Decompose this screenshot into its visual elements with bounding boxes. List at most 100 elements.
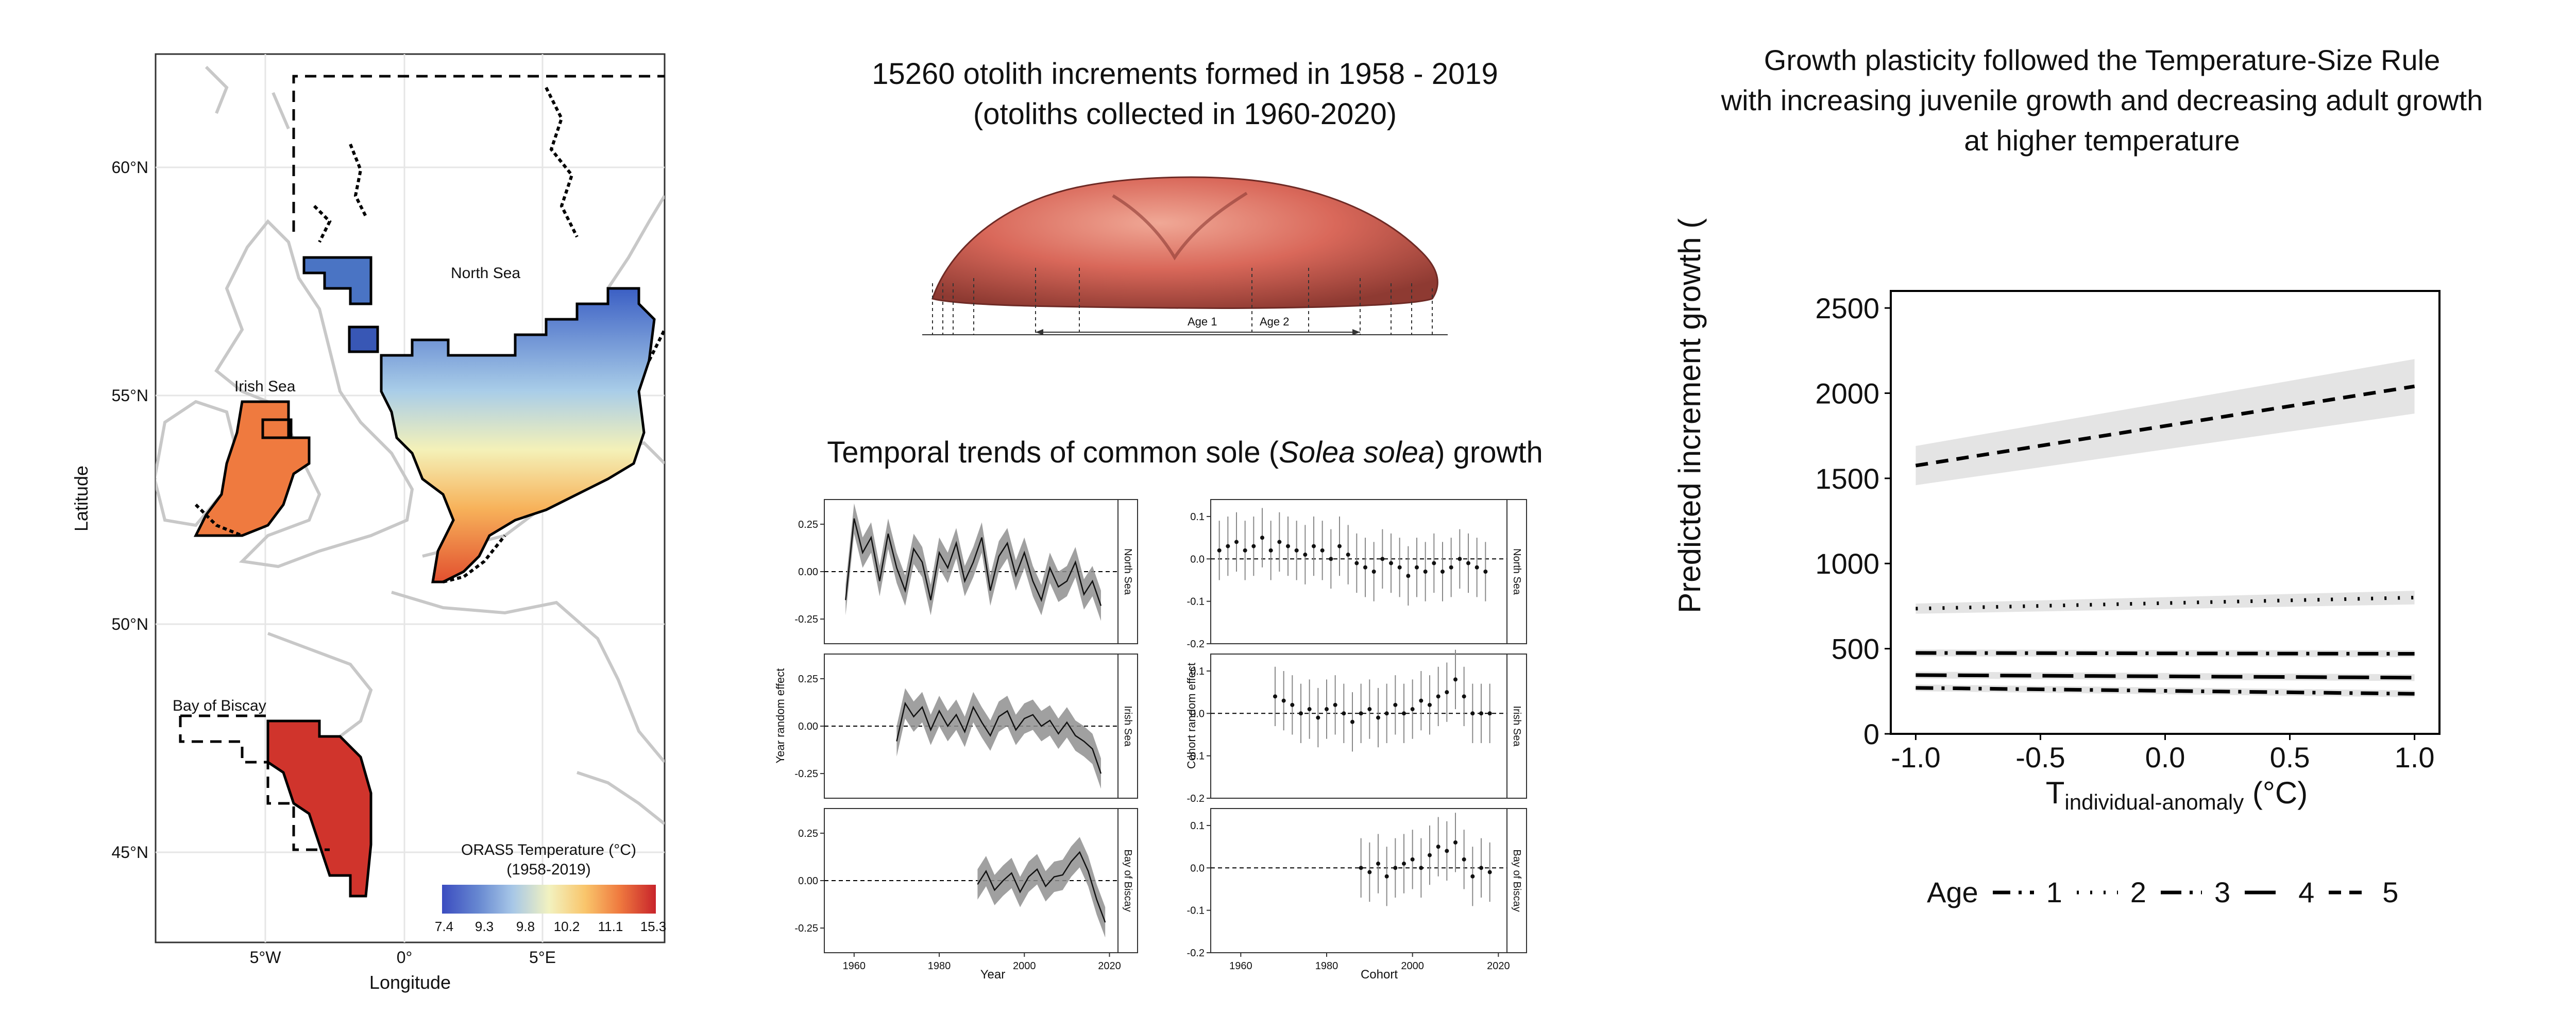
irish-sea-temperature xyxy=(193,400,311,537)
data-point xyxy=(1479,711,1483,716)
x-tick-label: 1960 xyxy=(1229,960,1252,972)
trends-title: Temporal trends of common sole (Solea so… xyxy=(747,433,1623,473)
data-point xyxy=(1367,870,1372,874)
y-tick-label: -0.1 xyxy=(1187,596,1205,608)
data-point xyxy=(1440,570,1445,574)
region-strip-label: North Sea xyxy=(1122,548,1133,595)
growth-title-line2: with increasing juvenile growth and decr… xyxy=(1721,84,2483,116)
trend-panel-frame xyxy=(1210,499,1507,644)
series-line xyxy=(896,701,1102,774)
data-point xyxy=(1337,544,1342,548)
biscay-label: Bay of Biscay xyxy=(173,697,266,714)
data-point xyxy=(1410,707,1415,712)
data-point xyxy=(1380,557,1385,561)
lon-tick: 0° xyxy=(397,948,413,967)
legend-swatch xyxy=(2245,890,2286,894)
x-tick-label: 2000 xyxy=(1013,960,1036,972)
map-x-axis-label: Longitude xyxy=(369,972,451,993)
legend-title: Age xyxy=(1927,876,1978,908)
region-strip xyxy=(1506,499,1527,644)
data-point xyxy=(1333,702,1337,707)
legend-item-age-3: 3 xyxy=(2160,875,2231,909)
colorbar-tick: 9.3 xyxy=(475,919,494,934)
data-point xyxy=(1406,574,1411,578)
x-tick-label: 1980 xyxy=(928,960,951,972)
data-point xyxy=(1251,544,1256,548)
growth-title: Growth plasticity followed the Temperatu… xyxy=(1664,40,2540,161)
data-point xyxy=(1273,694,1277,699)
y-tick-label: 0.00 xyxy=(798,721,818,732)
legend-label: 3 xyxy=(2214,876,2231,908)
y-tick-label: 0.00 xyxy=(798,875,818,887)
trend-panel-frame xyxy=(1210,654,1507,799)
stock-boundaries xyxy=(179,75,665,851)
ci-band-age-5 xyxy=(1916,359,2415,486)
ci-band xyxy=(977,837,1106,938)
north-sea-cell-cluster xyxy=(302,256,372,305)
data-point xyxy=(1445,690,1449,695)
data-point xyxy=(1346,553,1350,557)
x-tick-label: -1.0 xyxy=(1891,741,1941,774)
data-point xyxy=(1260,536,1264,540)
growth-chart: 0 500 1000 1500 2000 2500 -1.0 -0.5 0.0 0.5 1.0 Pr… xyxy=(1672,216,2441,814)
cohort-x-axis-label: Cohort xyxy=(1361,968,1398,982)
data-point xyxy=(1286,544,1290,548)
north-sea-temperature xyxy=(380,287,656,583)
region-strip-label: Bay of Biscay xyxy=(1511,849,1522,912)
data-point xyxy=(1445,849,1449,853)
otolith-title-line1: 15260 otolith increments formed in 1958 … xyxy=(872,57,1498,91)
otolith-title: 15260 otolith increments formed in 1958 … xyxy=(747,54,1623,134)
lon-tick: 5°E xyxy=(529,948,556,967)
lat-tick: 50°N xyxy=(112,615,149,633)
series-line-age-1 xyxy=(1916,686,2415,696)
data-point xyxy=(1281,698,1286,703)
region-strip-label: North Sea xyxy=(1511,548,1522,595)
y-tick-label: 0.00 xyxy=(798,566,818,578)
data-point xyxy=(1307,707,1312,712)
data-point xyxy=(1363,565,1367,570)
data-point xyxy=(1294,548,1299,553)
region-strip-label: Bay of Biscay xyxy=(1122,849,1133,912)
data-point xyxy=(1449,565,1453,570)
data-point xyxy=(1397,565,1402,570)
trends-title-pre: Temporal trends of common sole ( xyxy=(827,436,1279,469)
data-point xyxy=(1436,694,1440,699)
data-point xyxy=(1303,553,1308,557)
x-tick-label: 2000 xyxy=(1401,960,1424,972)
data-point xyxy=(1376,715,1380,720)
lat-tick: 60°N xyxy=(112,158,149,177)
y-tick-label: -0.1 xyxy=(1187,905,1205,917)
colorbar-tick: 11.1 xyxy=(598,919,623,934)
legend-label: 5 xyxy=(2382,876,2399,908)
legend-swatch xyxy=(2076,890,2118,894)
y-tick-label: 0.1 xyxy=(1190,511,1205,523)
year-y-axis-label: Year random effect xyxy=(774,668,787,764)
colorbar-tick: 15.3 xyxy=(640,919,667,934)
data-point xyxy=(1277,540,1282,544)
data-point xyxy=(1350,719,1354,724)
data-point xyxy=(1299,711,1303,716)
colorbar xyxy=(442,885,656,914)
data-point xyxy=(1453,677,1458,682)
colorbar-tick: 10.2 xyxy=(554,919,580,934)
data-point xyxy=(1415,565,1419,570)
series-line-age-3 xyxy=(1916,651,2415,656)
data-point xyxy=(1342,711,1346,716)
data-point xyxy=(1487,870,1492,874)
cohort-y-axis-label: Cohort random effect xyxy=(1185,663,1198,769)
data-point xyxy=(1384,711,1389,716)
legend-item-age-5: 5 xyxy=(2329,875,2398,909)
age1-label: Age 1 xyxy=(1188,315,1217,328)
legend-item-age-1: 1 xyxy=(1992,875,2062,909)
y-tick-label: 0.1 xyxy=(1190,666,1205,677)
legend-label: 2 xyxy=(2130,876,2146,908)
lat-tick: 45°N xyxy=(112,843,149,862)
legend-swatch xyxy=(2329,890,2370,894)
data-point xyxy=(1470,711,1475,716)
data-point xyxy=(1428,853,1432,857)
data-point xyxy=(1470,874,1475,879)
data-point xyxy=(1483,570,1488,574)
region-strip xyxy=(1117,654,1138,799)
colorbar-tick: 7.4 xyxy=(435,919,453,934)
data-point xyxy=(1453,840,1458,845)
